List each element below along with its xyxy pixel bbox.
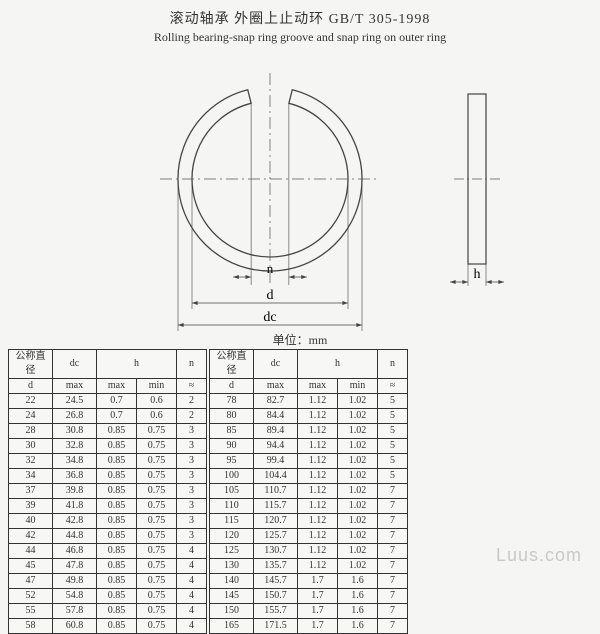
table-row: 5254.80.850.754	[9, 589, 207, 604]
table-row: 145150.71.71.67	[210, 589, 408, 604]
table-row: 5860.80.850.754	[9, 619, 207, 634]
table-row: 9094.41.121.025	[210, 439, 408, 454]
svg-text:h: h	[474, 267, 481, 282]
table-row: 120125.71.121.027	[210, 529, 408, 544]
svg-text:d: d	[267, 288, 274, 303]
title-en: Rolling bearing-snap ring groove and sna…	[0, 30, 600, 45]
dimension-table-right: 公称直径dchndmaxmaxmin≈7882.71.121.0258084.4…	[209, 349, 408, 634]
svg-text:dc: dc	[263, 310, 276, 325]
title-zh: 滚动轴承 外圈上止动环 GB/T 305-1998	[0, 8, 600, 28]
table-row: 3739.80.850.753	[9, 484, 207, 499]
svg-text:n: n	[267, 261, 274, 276]
table-row: 2224.50.70.62	[9, 394, 207, 409]
table-row: 130135.71.121.027	[210, 559, 408, 574]
table-row: 4749.80.850.754	[9, 574, 207, 589]
table-row: 5557.80.850.754	[9, 604, 207, 619]
table-row: 165171.51.71.67	[210, 619, 408, 634]
table-row: 4244.80.850.753	[9, 529, 207, 544]
table-row: 125130.71.121.027	[210, 544, 408, 559]
table-row: 3941.80.850.753	[9, 499, 207, 514]
table-row: 2830.80.850.753	[9, 424, 207, 439]
table-row: 100104.41.121.025	[210, 469, 408, 484]
table-row: 4042.80.850.753	[9, 514, 207, 529]
table-row: 8589.41.121.025	[210, 424, 408, 439]
table-row: 140145.71.71.67	[210, 574, 408, 589]
table-row: 7882.71.121.025	[210, 394, 408, 409]
table-row: 105110.71.121.027	[210, 484, 408, 499]
table-row: 115120.71.121.027	[210, 514, 408, 529]
watermark: Luus.com	[496, 545, 582, 566]
table-row: 3032.80.850.753	[9, 439, 207, 454]
table-row: 150155.71.71.67	[210, 604, 408, 619]
table-row: 8084.41.121.025	[210, 409, 408, 424]
snap-ring-diagram: nd dc h	[0, 49, 600, 339]
table-row: 4547.80.850.754	[9, 559, 207, 574]
table-row: 3436.80.850.753	[9, 469, 207, 484]
diagram-area: nd dc h	[0, 49, 600, 339]
title-block: 滚动轴承 外圈上止动环 GB/T 305-1998 Rolling bearin…	[0, 0, 600, 45]
table-row: 4446.80.850.754	[9, 544, 207, 559]
table-row: 3234.80.850.753	[9, 454, 207, 469]
table-row: 9599.41.121.025	[210, 454, 408, 469]
tables-wrap: 公称直径dchndmaxmaxmin≈2224.50.70.622426.80.…	[0, 349, 600, 634]
table-row: 110115.71.121.027	[210, 499, 408, 514]
dimension-table-left: 公称直径dchndmaxmaxmin≈2224.50.70.622426.80.…	[8, 349, 207, 634]
table-row: 2426.80.70.62	[9, 409, 207, 424]
